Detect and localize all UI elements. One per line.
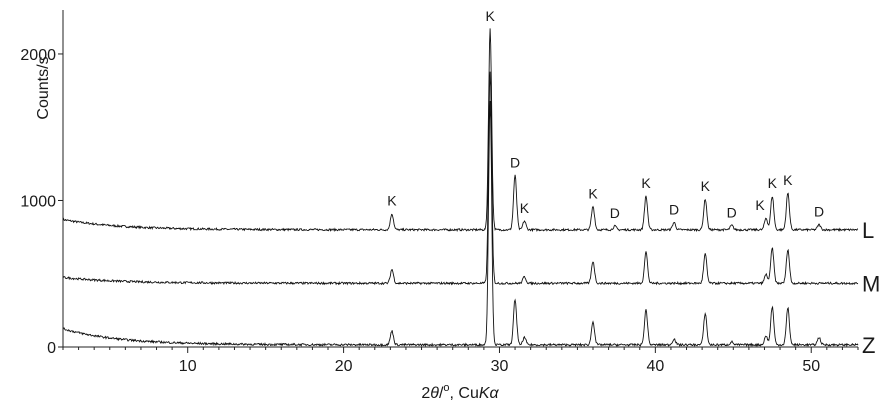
y-axis-title: Counts/s [35, 56, 52, 119]
y-tick-label: 1000 [20, 193, 56, 210]
x-axis-title-part: o [443, 382, 449, 394]
series-label-Z: Z [862, 333, 875, 358]
x-axis-title-part: / [439, 385, 444, 402]
series-label-L: L [862, 218, 874, 243]
x-tick-label: 40 [646, 358, 664, 375]
x-axis-title-part: , Cu [450, 385, 479, 402]
series-label-M: M [862, 271, 880, 296]
series-line-L [62, 28, 859, 233]
x-axis-title-part: 2 [421, 385, 430, 402]
x-tick-label: 50 [802, 358, 820, 375]
x-axis-title: 2θ/o, CuKα [421, 382, 499, 402]
series-labels: L M Z [862, 218, 880, 358]
peak-label: K [485, 8, 495, 24]
peak-label: K [701, 178, 711, 194]
x-axis-title-part: α [490, 385, 500, 402]
peak-label: K [783, 172, 793, 188]
series-line-Z [62, 100, 859, 348]
peak-label: K [768, 175, 778, 191]
peak-label: K [588, 185, 598, 201]
traces [62, 28, 859, 348]
x-tick-label: 30 [491, 358, 509, 375]
y-ticks: 0 1000 2000 [20, 47, 63, 357]
x-ticks: 10 20 30 40 50 [62, 347, 859, 375]
x-axis-title-part: θ [430, 385, 439, 402]
axes [62, 10, 858, 348]
peak-label: K [755, 197, 765, 213]
series-line-M [62, 71, 859, 286]
x-tick-label: 10 [179, 358, 197, 375]
peak-label: D [510, 155, 520, 171]
peak-label: K [641, 175, 651, 191]
y-tick-label: 0 [47, 340, 56, 357]
peak-label: D [669, 201, 679, 217]
y-tick-label: 2000 [20, 47, 56, 64]
x-axis-title-part: K [479, 385, 491, 402]
peak-label: D [814, 204, 824, 220]
peak-label: K [520, 200, 530, 216]
peak-label: D [610, 205, 620, 221]
peak-label: K [387, 193, 397, 209]
peak-label: D [727, 204, 737, 220]
x-tick-label: 20 [335, 358, 353, 375]
